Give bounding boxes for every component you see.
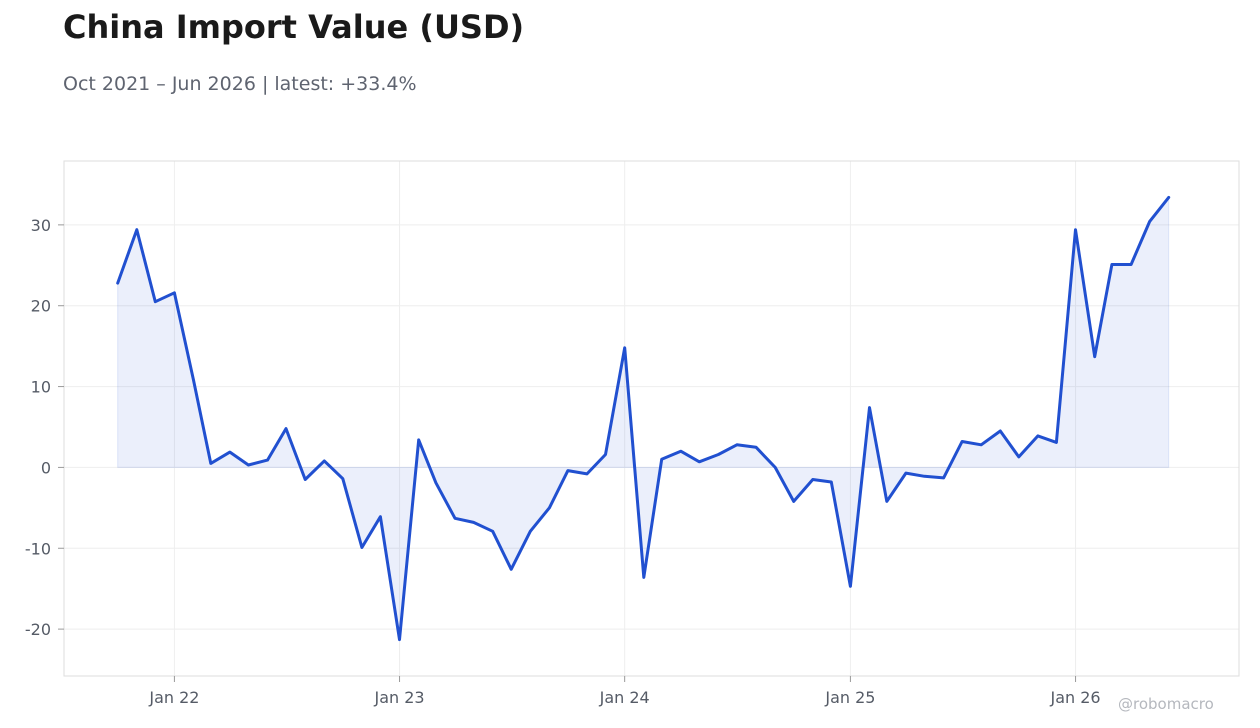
y-tick-label: -10 <box>25 539 51 558</box>
x-tick-label: Jan 25 <box>824 688 875 707</box>
data-point <box>979 443 983 446</box>
data-point <box>942 476 945 480</box>
data-point <box>698 460 701 463</box>
data-point <box>303 478 307 481</box>
data-point <box>660 458 663 461</box>
data-point <box>792 500 795 503</box>
x-axis: Jan 22 Jan 23 Jan 24 Jan 25 Jan 26 <box>148 676 1101 707</box>
data-point <box>868 406 871 409</box>
data-point <box>1093 355 1096 358</box>
data-point <box>173 291 176 294</box>
data-point <box>453 517 457 520</box>
y-tick-label: 20 <box>31 297 51 316</box>
data-points <box>116 196 1170 641</box>
data-point <box>360 546 364 549</box>
data-point <box>472 521 475 524</box>
data-point <box>135 228 138 231</box>
data-point <box>923 475 926 478</box>
data-point <box>154 300 157 303</box>
data-point <box>1167 196 1170 199</box>
data-point <box>509 568 513 571</box>
watermark: @robomacro <box>1118 695 1214 713</box>
data-point <box>754 446 758 449</box>
x-tick-label: Jan 22 <box>148 688 199 707</box>
data-point <box>398 638 401 641</box>
data-point <box>1055 441 1058 444</box>
data-point <box>209 462 212 465</box>
data-point <box>434 481 438 484</box>
data-point <box>585 472 589 476</box>
data-point <box>566 469 570 472</box>
data-point <box>885 500 889 503</box>
data-point <box>491 530 494 533</box>
grid-lines <box>64 161 1239 676</box>
y-axis: -20 -10 0 10 20 30 <box>25 216 64 639</box>
data-point <box>548 506 551 510</box>
x-tick-label: Jan 23 <box>373 688 424 707</box>
chart-title: China Import Value (USD) <box>63 8 525 46</box>
x-tick-label: Jan 26 <box>1049 688 1100 707</box>
data-point <box>642 576 645 579</box>
data-point <box>999 429 1002 433</box>
data-point <box>904 471 908 475</box>
data-point <box>323 459 326 463</box>
data-point <box>960 440 964 443</box>
data-point <box>417 438 420 442</box>
data-point <box>228 450 232 454</box>
data-point <box>811 478 814 481</box>
data-point <box>623 346 626 349</box>
data-point <box>1110 263 1114 266</box>
data-point <box>1017 455 1021 459</box>
y-tick-label: 10 <box>31 378 51 397</box>
data-point <box>116 281 119 285</box>
data-point <box>529 530 532 533</box>
data-point <box>247 463 250 467</box>
data-point <box>1129 263 1133 266</box>
data-point <box>1036 434 1040 438</box>
y-tick-label: 30 <box>31 216 51 235</box>
data-point <box>284 427 288 430</box>
y-tick-label: 0 <box>41 458 51 477</box>
data-point <box>192 378 195 382</box>
data-line <box>116 195 1171 642</box>
x-tick-label: Jan 24 <box>599 688 650 707</box>
data-point <box>266 458 269 462</box>
data-point <box>830 480 833 484</box>
data-point <box>341 477 344 480</box>
chart-subtitle: Oct 2021 – Jun 2026 | latest: +33.4% <box>63 73 417 95</box>
data-point <box>604 453 607 456</box>
data-point <box>717 453 720 456</box>
data-point <box>773 466 777 469</box>
data-point <box>679 450 682 453</box>
plot-frame <box>63 160 1240 677</box>
data-point <box>1074 228 1077 231</box>
data-point <box>1148 220 1151 223</box>
y-tick-label: -20 <box>25 620 51 639</box>
data-point <box>849 585 852 588</box>
data-point <box>379 515 382 518</box>
data-point <box>735 443 739 446</box>
